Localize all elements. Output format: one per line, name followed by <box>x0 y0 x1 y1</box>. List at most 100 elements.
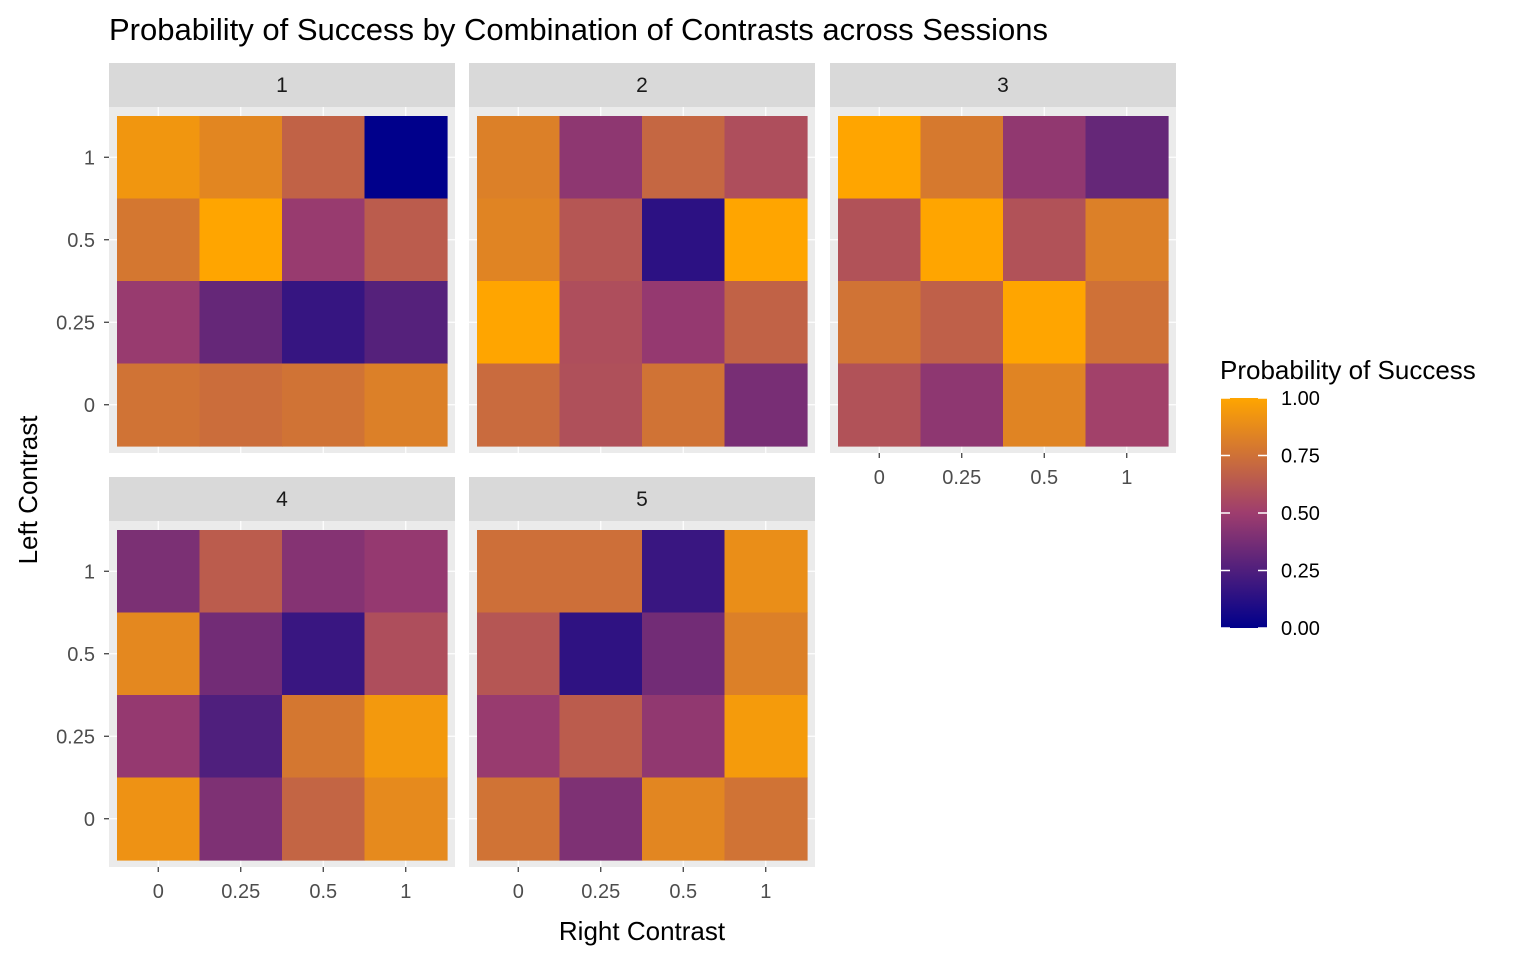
heatmap-tile <box>920 281 1004 365</box>
heatmap-tile <box>724 612 808 696</box>
heatmap-tile <box>838 198 922 282</box>
heatmap-tile <box>477 116 561 200</box>
x-tick-label: 0.25 <box>942 467 981 489</box>
x-tick-label: 1 <box>760 881 771 903</box>
x-axis-title: Right Contrast <box>559 916 726 946</box>
heatmap-tile <box>364 281 448 365</box>
y-tick-label: 0.25 <box>56 726 95 748</box>
heatmap-tile <box>199 530 283 614</box>
heatmap-tile <box>724 281 808 365</box>
heatmap-tile <box>364 695 448 779</box>
heatmap-tile <box>477 198 561 282</box>
heatmap-tile <box>199 612 283 696</box>
heatmap-tile <box>364 777 448 861</box>
facet-strip <box>469 477 815 521</box>
heatmap-tile <box>642 198 726 282</box>
heatmap-tile <box>642 777 726 861</box>
heatmap-tile <box>364 612 448 696</box>
heatmap-tile <box>1003 281 1087 365</box>
heatmap-tile <box>477 281 561 365</box>
x-tick-label: 0.5 <box>669 881 697 903</box>
heatmap-tile <box>282 777 366 861</box>
heatmap-tile <box>282 530 366 614</box>
legend-tick-label: 0.25 <box>1281 561 1320 583</box>
x-tick-label: 0 <box>153 881 164 903</box>
heatmap-tile <box>282 116 366 200</box>
heatmap-tile <box>1085 363 1169 447</box>
x-tick-label: 1 <box>1121 467 1132 489</box>
heatmap-tile <box>1003 363 1087 447</box>
y-tick-label: 0.25 <box>56 312 95 334</box>
legend: Probability of Success 0.00 0.25 0.50 0.75 1… <box>1220 355 1476 640</box>
heatmap-tile <box>282 695 366 779</box>
heatmap-tile <box>1085 281 1169 365</box>
heatmap-tile <box>364 198 448 282</box>
facet-panel-5: 5 0 0.25 0.5 1 <box>469 477 815 903</box>
heatmap-tile <box>559 116 643 200</box>
heatmap-tile <box>364 363 448 447</box>
heatmap-tile <box>199 281 283 365</box>
heatmap-tile <box>199 363 283 447</box>
heatmap-tile <box>724 363 808 447</box>
facet-strip-label: 5 <box>636 488 648 511</box>
heatmap-tile <box>117 116 201 200</box>
heatmap-tile <box>920 116 1004 200</box>
heatmap-tile <box>117 363 201 447</box>
heatmap-tile <box>117 695 201 779</box>
heatmap-tile <box>117 198 201 282</box>
x-tick-label: 0.25 <box>221 881 260 903</box>
facet-panel-3: 3 0 0.25 0.5 1 <box>830 63 1176 489</box>
heatmap-tile <box>642 695 726 779</box>
heatmap-tile <box>838 281 922 365</box>
heatmap-tile <box>364 530 448 614</box>
y-tick-label: 0 <box>84 809 95 831</box>
heatmap-tile <box>477 695 561 779</box>
facet-strip-label: 3 <box>997 74 1009 97</box>
heatmap-tile <box>282 363 366 447</box>
y-tick-label: 0.5 <box>67 230 95 252</box>
facet-strip <box>109 63 455 107</box>
heatmap-tile <box>642 116 726 200</box>
heatmap-tile <box>477 363 561 447</box>
heatmap-tile <box>1085 198 1169 282</box>
y-axis-title: Left Contrast <box>13 415 43 565</box>
heatmap-tile <box>117 777 201 861</box>
heatmap-tile <box>117 612 201 696</box>
facet-panel-1: 1 1 0.5 0.25 0 <box>56 63 455 453</box>
heatmap-tile <box>559 612 643 696</box>
heatmap-tile <box>477 530 561 614</box>
legend-tick-label: 0.00 <box>1281 618 1320 640</box>
facet-strip-label: 1 <box>276 74 288 97</box>
heatmap-tile <box>724 198 808 282</box>
heatmap-tile <box>920 363 1004 447</box>
heatmap-tile <box>838 116 922 200</box>
legend-tick-label: 0.75 <box>1281 446 1320 468</box>
facet-panel-4: 4 1 0.5 0.25 0 0 0.25 0.5 1 <box>56 477 455 903</box>
heatmap-tile <box>117 281 201 365</box>
x-tick-label: 0.5 <box>1030 467 1058 489</box>
facet-strip <box>830 63 1176 107</box>
heatmap-tile <box>1003 116 1087 200</box>
heatmap-tile <box>199 116 283 200</box>
heatmap-tile <box>559 695 643 779</box>
heatmap-tile <box>642 530 726 614</box>
heatmap-tile <box>559 363 643 447</box>
y-tick-label: 1 <box>84 561 95 583</box>
heatmap-tile <box>364 116 448 200</box>
legend-title: Probability of Success <box>1220 355 1476 385</box>
heatmap-tile <box>559 777 643 861</box>
heatmap-tile <box>477 612 561 696</box>
heatmap-tile <box>117 530 201 614</box>
chart-title: Probability of Success by Combination of… <box>109 12 1048 47</box>
heatmap-tile <box>282 612 366 696</box>
heatmap-tile <box>1085 116 1169 200</box>
heatmap-tile <box>282 198 366 282</box>
heatmap-tile <box>199 198 283 282</box>
heatmap-tile <box>642 612 726 696</box>
x-tick-label: 0 <box>874 467 885 489</box>
x-tick-label: 0.25 <box>581 881 620 903</box>
heatmap-tile <box>559 198 643 282</box>
facet-strip <box>469 63 815 107</box>
